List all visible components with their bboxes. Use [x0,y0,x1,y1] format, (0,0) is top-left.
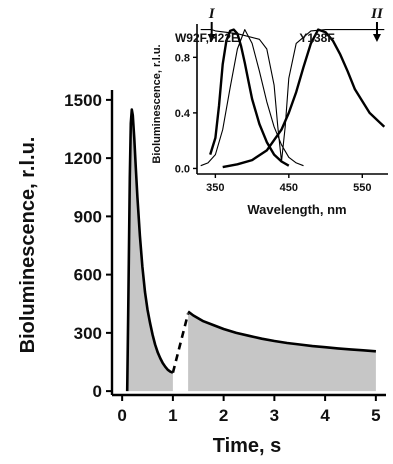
main-fills [127,109,376,392]
inset-x-axis-title: Wavelength, nm [247,202,346,217]
inset-x-tick-label: 350 [206,182,224,194]
main-axes [106,90,386,401]
series-2-fill [188,311,376,392]
main-x-tick-label: 5 [371,406,380,425]
main-x-tick-label: 0 [117,406,126,425]
main-lines [125,108,377,392]
inset-y-tick-label: 0.8 [175,52,190,64]
series-0-fill [127,109,173,392]
inset-marker-arrow-head [207,34,216,42]
inset-series-1-line [200,29,304,167]
series-1-dashed-line [171,313,190,374]
main-x-tick-label: 1 [168,406,177,425]
main-x-axis-title: Time, s [213,435,282,457]
inset-tick-labels: 350 450 550 0.0 0.4 0.8 [175,52,372,194]
inset-series-label-y138f: Y138F [299,31,334,45]
main-y-tick-label: 300 [74,324,102,343]
main-y-tick-label: 600 [74,266,102,285]
inset-series-label-w92f: W92F,H22E [175,31,239,45]
inset-background [150,0,393,218]
inset-lines [200,28,386,169]
inset-y-tick-label: 0.4 [175,108,191,120]
inset-marker-label: I [208,6,216,22]
main-y-axis-title: Bioluminescence, r.l.u. [17,137,39,354]
inset-axes [193,24,388,178]
main-y-tick-label: 1200 [64,149,102,168]
main-x-tick-label: 3 [270,406,279,425]
inset-x-tick-label: 450 [280,182,298,194]
inset-marker-arrow-head [372,34,381,42]
main-y-tick-label: 1500 [64,91,102,110]
series-2-line [187,310,377,353]
inset-marker-label: II [370,6,384,22]
inset-series-2-line [222,28,386,169]
main-y-tick-label: 900 [74,207,102,226]
inset-series-3-line [200,29,385,163]
main-y-tick-label: 0 [93,382,102,401]
inset-y-tick-label: 0.0 [175,163,190,175]
inset-markers: I II [207,6,384,42]
main-x-tick-label: 2 [219,406,228,425]
inset-y-axis-title: Bioluminescence, r.l.u. [151,44,163,163]
main-x-tick-label: 4 [320,406,330,425]
inset-x-tick-label: 550 [353,182,371,194]
series-0-line [125,108,174,392]
